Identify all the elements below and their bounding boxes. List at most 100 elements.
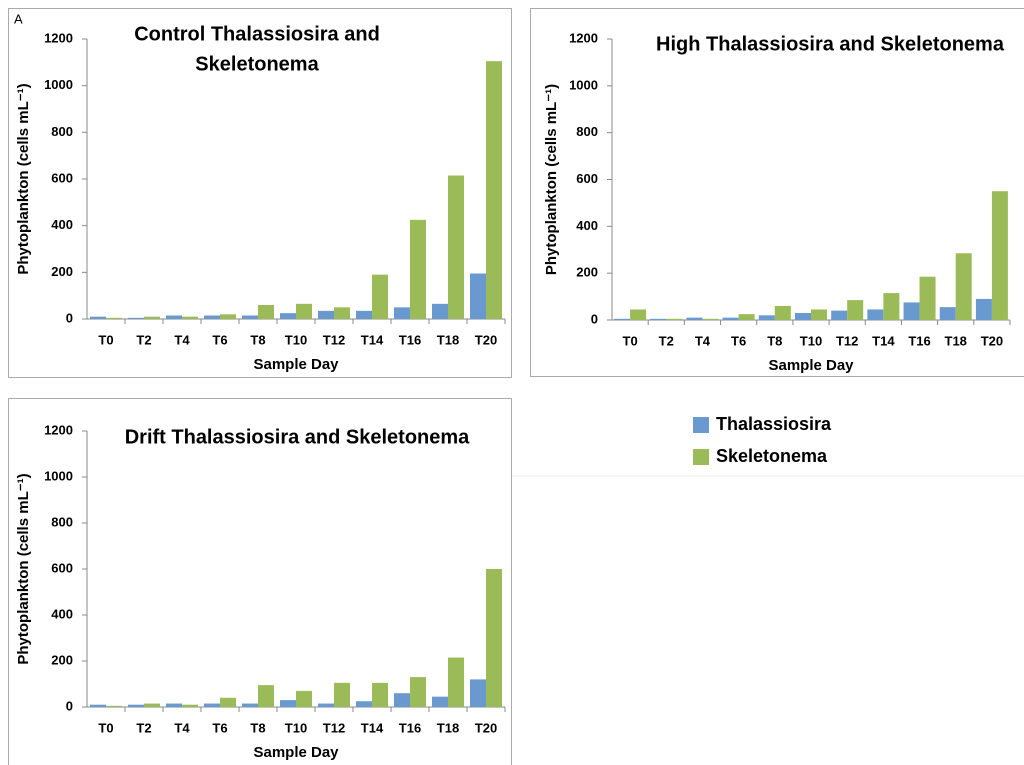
bar (831, 310, 848, 320)
y-tick-label: 400 (51, 217, 73, 232)
bar (128, 317, 144, 319)
x-tick-label: T6 (212, 720, 227, 735)
bar (356, 701, 372, 707)
y-tick-label: 400 (576, 218, 598, 233)
y-tick-label: 1000 (569, 77, 598, 92)
y-tick-label: 1000 (44, 77, 73, 92)
bar (334, 682, 350, 707)
bar (722, 317, 739, 320)
bar (258, 305, 274, 319)
bar (90, 704, 106, 707)
bar (166, 315, 182, 319)
bar (220, 314, 236, 319)
y-axis-label: Phytoplankton (cells mL⁻¹) (543, 84, 560, 275)
bar (903, 302, 920, 320)
x-tick-label: T0 (98, 332, 113, 347)
x-axis-label: Sample Day (768, 357, 854, 374)
legend-swatch (693, 449, 709, 465)
x-tick-label: T6 (731, 333, 746, 348)
bar (448, 175, 464, 319)
x-tick-label: T14 (872, 333, 895, 348)
panel-frame (8, 8, 512, 378)
bar (318, 703, 334, 707)
bar (90, 316, 106, 319)
x-axis-label: Sample Day (253, 744, 339, 761)
bar (394, 693, 410, 707)
chart-title: Skeletonema (195, 53, 319, 75)
x-tick-label: T10 (285, 720, 307, 735)
bar (758, 315, 775, 320)
x-tick-label: T0 (623, 333, 638, 348)
y-axis-label: Phytoplankton (cells mL⁻¹) (15, 83, 32, 274)
x-axis-label: Sample Day (253, 356, 339, 373)
panel-frame (530, 8, 1024, 377)
bar (372, 682, 388, 707)
panel-frame (8, 398, 512, 765)
bar (470, 273, 486, 319)
legend-label: Skeletonema (716, 446, 828, 466)
x-tick-label: T20 (981, 333, 1003, 348)
panel-label: A (14, 11, 23, 26)
bar (614, 318, 631, 320)
bar (774, 305, 791, 320)
x-tick-label: T0 (98, 720, 113, 735)
bar (795, 312, 811, 320)
chart-title: Control Thalassiosira and (134, 23, 380, 45)
y-tick-label: 200 (51, 652, 73, 667)
bar (955, 253, 972, 320)
bar (448, 657, 464, 707)
bar (106, 317, 122, 319)
bar (106, 705, 122, 707)
bar (702, 318, 719, 320)
x-tick-label: T8 (767, 333, 782, 348)
bar (296, 303, 312, 319)
x-tick-label: T2 (136, 332, 151, 347)
legend-label: Thalassiosira (716, 414, 832, 434)
x-tick-label: T10 (800, 333, 822, 348)
y-axis-label: Phytoplankton (cells mL⁻¹) (15, 473, 32, 664)
x-tick-label: T6 (212, 332, 227, 347)
x-tick-label: T18 (437, 720, 459, 735)
bar (242, 315, 258, 319)
bar (738, 314, 755, 320)
bar (242, 703, 258, 707)
bar (650, 318, 667, 320)
bar (410, 219, 426, 319)
bar (280, 313, 296, 319)
chart-title: Drift Thalassiosira and Skeletonema (125, 426, 470, 448)
x-tick-label: T8 (250, 720, 265, 735)
y-tick-label: 1200 (44, 422, 73, 437)
bar (128, 704, 144, 707)
x-tick-label: T2 (659, 333, 674, 348)
bar (356, 310, 372, 319)
bar (975, 298, 992, 320)
bar (182, 704, 198, 707)
y-tick-label: 200 (576, 265, 598, 280)
y-tick-label: 600 (51, 560, 73, 575)
bar (280, 700, 296, 707)
bar (666, 318, 683, 320)
y-tick-label: 800 (576, 124, 598, 139)
y-tick-label: 600 (51, 170, 73, 185)
y-tick-label: 0 (591, 311, 598, 326)
x-tick-label: T16 (399, 720, 421, 735)
bar (204, 703, 220, 707)
bar (486, 569, 502, 707)
bar (144, 316, 160, 319)
bar (258, 685, 274, 707)
y-tick-label: 1000 (44, 468, 73, 483)
x-tick-label: T18 (437, 332, 459, 347)
bar (486, 61, 502, 320)
bar (182, 316, 198, 319)
y-tick-label: 1200 (569, 30, 598, 45)
x-tick-label: T12 (836, 333, 858, 348)
bar (334, 307, 350, 319)
bar (939, 307, 956, 320)
x-tick-label: T14 (361, 332, 384, 347)
x-tick-label: T4 (174, 332, 190, 347)
y-tick-label: 600 (576, 171, 598, 186)
y-tick-label: 1200 (44, 30, 73, 45)
bar (394, 307, 410, 319)
chart-title: High Thalassiosira and Skeletonema (656, 33, 1005, 55)
x-tick-label: T12 (323, 720, 345, 735)
